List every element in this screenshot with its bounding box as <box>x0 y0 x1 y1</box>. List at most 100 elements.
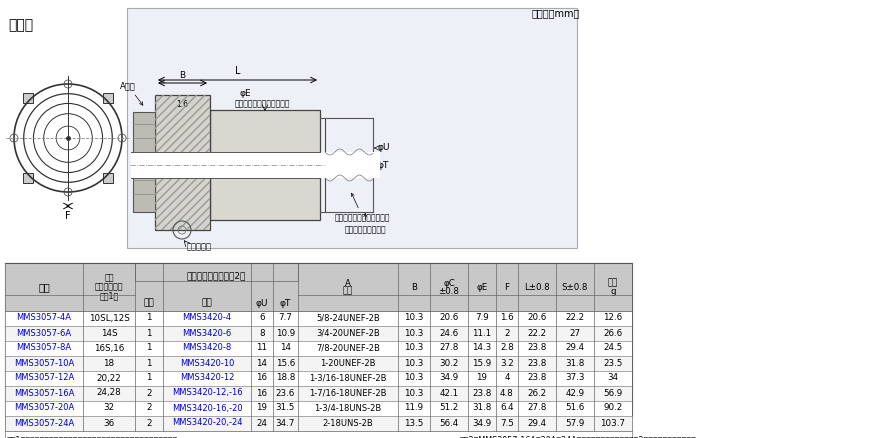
Text: 2: 2 <box>146 418 151 427</box>
Text: 個数: 個数 <box>143 299 154 307</box>
Text: 18.8: 18.8 <box>276 374 295 382</box>
Text: φT: φT <box>280 299 291 307</box>
Text: MMS3057-12A: MMS3057-12A <box>14 374 74 382</box>
Text: 23.6: 23.6 <box>276 389 295 398</box>
Bar <box>5 341 632 356</box>
Text: 10.3: 10.3 <box>405 314 424 322</box>
Text: 1.6: 1.6 <box>176 100 188 109</box>
Text: 14: 14 <box>280 343 291 353</box>
Text: 1: 1 <box>146 314 151 322</box>
Text: 31.8: 31.8 <box>472 403 492 413</box>
Text: 1: 1 <box>146 328 151 338</box>
Text: 適合: 適合 <box>104 273 114 283</box>
Text: 8: 8 <box>259 328 265 338</box>
Bar <box>5 263 632 415</box>
Text: 15.6: 15.6 <box>276 358 295 367</box>
Text: 6: 6 <box>259 314 265 322</box>
Text: 56.9: 56.9 <box>603 389 623 398</box>
Text: A: A <box>345 279 351 287</box>
Text: 14: 14 <box>257 358 267 367</box>
Text: 外形図: 外形図 <box>8 18 33 32</box>
Text: 16: 16 <box>257 374 267 382</box>
Text: 24.5: 24.5 <box>603 343 623 353</box>
Text: φU: φU <box>378 144 390 152</box>
Text: φC: φC <box>135 158 147 166</box>
Bar <box>102 93 112 103</box>
Text: MMS3420-4: MMS3420-4 <box>183 314 232 322</box>
Text: MMS3420-20,-24: MMS3420-20,-24 <box>172 418 242 427</box>
Bar <box>5 311 632 326</box>
Text: 31.8: 31.8 <box>565 358 584 367</box>
Bar <box>5 401 632 416</box>
Text: φE: φE <box>477 283 487 292</box>
Text: 24: 24 <box>257 418 267 427</box>
Text: 34.9: 34.9 <box>439 374 459 382</box>
Bar <box>5 295 632 311</box>
Text: 内蔵ブッシング（注2）: 内蔵ブッシング（注2） <box>187 271 246 280</box>
Text: 27: 27 <box>569 328 581 338</box>
Text: 7.7: 7.7 <box>279 314 292 322</box>
Text: 20,22: 20,22 <box>96 374 121 382</box>
Text: 20.6: 20.6 <box>439 314 459 322</box>
Text: 10.3: 10.3 <box>405 358 424 367</box>
Text: MMS3057-8A: MMS3057-8A <box>16 343 71 353</box>
Text: 14S: 14S <box>101 328 118 338</box>
Bar <box>155 95 210 230</box>
Text: 1-20UNEF-2B: 1-20UNEF-2B <box>320 358 376 367</box>
Text: φT: φT <box>378 160 389 170</box>
Text: S±0.8: S±0.8 <box>562 283 588 292</box>
Text: 型式: 型式 <box>38 282 50 292</box>
Bar <box>155 95 210 230</box>
Text: （注2）MMS3057-16A、20A、24Aには、内蔵ゴムブッシングが2枚組み込まれています。: （注2）MMS3057-16A、20A、24Aには、内蔵ゴムブッシングが2枚組み… <box>460 435 697 438</box>
Text: MMS3420-6: MMS3420-6 <box>183 328 232 338</box>
Text: 36: 36 <box>103 418 115 427</box>
Text: 15.9: 15.9 <box>472 358 492 367</box>
Text: 34: 34 <box>608 374 618 382</box>
Text: 34.7: 34.7 <box>276 418 295 427</box>
Text: ブッシング: ブッシング <box>187 242 212 251</box>
Text: 2: 2 <box>146 403 151 413</box>
Text: MMS3057-4A: MMS3057-4A <box>17 314 71 322</box>
Text: 16: 16 <box>257 389 267 398</box>
Text: 12.6: 12.6 <box>603 314 623 322</box>
Text: 3/4-20UNEF-2B: 3/4-20UNEF-2B <box>316 328 380 338</box>
Text: 11.1: 11.1 <box>472 328 492 338</box>
Text: 42.9: 42.9 <box>566 389 584 398</box>
Text: （ブッシング外径）: （ブッシング外径） <box>345 214 387 234</box>
Text: 19: 19 <box>477 374 487 382</box>
Text: MMS3057-20A: MMS3057-20A <box>14 403 74 413</box>
Text: 品名: 品名 <box>201 299 212 307</box>
Text: 27.8: 27.8 <box>527 403 547 413</box>
Text: MMS3420-12,-16: MMS3420-12,-16 <box>172 389 242 398</box>
Bar <box>102 173 112 183</box>
Text: 16S,16: 16S,16 <box>94 343 124 353</box>
Text: （注1）ケーブルクランプはコネクタのシェルサイズに合わせてお選び下さい。: （注1）ケーブルクランプはコネクタのシェルサイズに合わせてお選び下さい。 <box>7 435 178 438</box>
Bar <box>5 326 632 341</box>
Text: （注1）: （注1） <box>100 292 119 300</box>
Text: 23.8: 23.8 <box>527 358 547 367</box>
Text: シェルサイズ: シェルサイズ <box>94 283 123 292</box>
Text: 10.3: 10.3 <box>405 389 424 398</box>
Text: 32: 32 <box>103 403 115 413</box>
Bar <box>127 8 577 248</box>
Bar <box>5 263 632 295</box>
Text: 56.4: 56.4 <box>439 418 459 427</box>
Text: 19: 19 <box>257 403 267 413</box>
Text: 31.5: 31.5 <box>276 403 295 413</box>
Text: ネジ: ネジ <box>343 286 353 296</box>
Text: 10.9: 10.9 <box>276 328 295 338</box>
Text: 1.6: 1.6 <box>500 314 514 322</box>
Text: 23.8: 23.8 <box>527 374 547 382</box>
Text: （最大許容ケーブル直径）: （最大許容ケーブル直径） <box>235 99 290 108</box>
Text: MMS3420-12: MMS3420-12 <box>180 374 234 382</box>
Text: 6.4: 6.4 <box>500 403 514 413</box>
Text: φE: φE <box>240 89 251 98</box>
Text: MMS3420-16,-20: MMS3420-16,-20 <box>172 403 242 413</box>
Text: g: g <box>610 286 616 296</box>
Text: 7.5: 7.5 <box>500 418 514 427</box>
Text: 37.3: 37.3 <box>565 374 584 382</box>
Text: 14.3: 14.3 <box>472 343 492 353</box>
Text: （ケーブル引き出し口径）: （ケーブル引き出し口径） <box>335 193 390 222</box>
Text: 7.9: 7.9 <box>475 314 489 322</box>
Text: （単位：mm）: （単位：mm） <box>532 8 580 18</box>
